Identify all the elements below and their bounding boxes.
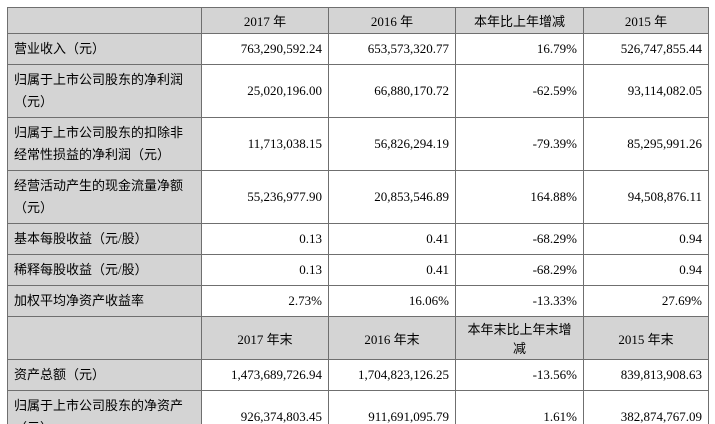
table-row-diluted-eps: 稀释每股收益（元/股） 0.13 0.41 -68.29% 0.94 — [7, 254, 709, 286]
cell-yearend-change: -13.56% — [455, 359, 584, 391]
key-financials-table: 2017 年 2016 年 本年比上年增减 2015 年 营业收入（元） 763… — [7, 7, 709, 424]
row-label: 加权平均净资产收益率 — [7, 285, 202, 317]
cell-2015: 27.69% — [583, 285, 709, 317]
table-row-net-assets: 归属于上市公司股东的净资产（元） 926,374,803.45 911,691,… — [7, 390, 709, 424]
cell-2017: 11,713,038.15 — [201, 117, 329, 171]
table-row-weighted-avg-roe: 加权平均净资产收益率 2.73% 16.06% -13.33% 27.69% — [7, 285, 709, 317]
cell-yoy-change: -79.39% — [455, 117, 584, 171]
header-cell-blank — [7, 316, 202, 360]
cell-2015: 93,114,082.05 — [583, 64, 709, 118]
table-row-operating-cash-flow: 经营活动产生的现金流量净额（元） 55,236,977.90 20,853,54… — [7, 170, 709, 224]
cell-2017: 0.13 — [201, 223, 329, 255]
header-cell-blank — [7, 7, 202, 34]
cell-2015: 526,747,855.44 — [583, 33, 709, 65]
header-cell-yoy-change: 本年比上年增减 — [455, 7, 584, 34]
cell-2017: 0.13 — [201, 254, 329, 286]
cell-2015-end: 382,874,767.09 — [583, 390, 709, 424]
cell-2017: 25,020,196.00 — [201, 64, 329, 118]
row-label: 经营活动产生的现金流量净额（元） — [7, 170, 202, 224]
cell-2017: 2.73% — [201, 285, 329, 317]
header-cell-2015: 2015 年 — [583, 7, 709, 34]
cell-2016: 20,853,546.89 — [328, 170, 456, 224]
table-header-yearend: 2017 年末 2016 年末 本年末比上年末增减 2015 年末 — [7, 316, 709, 360]
cell-yoy-change: -13.33% — [455, 285, 584, 317]
header-cell-yearend-change: 本年末比上年末增减 — [455, 316, 584, 360]
row-label: 归属于上市公司股东的净利润（元） — [7, 64, 202, 118]
cell-2016-end: 911,691,095.79 — [328, 390, 456, 424]
cell-yoy-change: 164.88% — [455, 170, 584, 224]
cell-2015: 0.94 — [583, 223, 709, 255]
cell-2017: 763,290,592.24 — [201, 33, 329, 65]
header-cell-2017: 2017 年 — [201, 7, 329, 34]
table-header-current: 2017 年 2016 年 本年比上年增减 2015 年 — [7, 7, 709, 34]
table-row-revenue: 营业收入（元） 763,290,592.24 653,573,320.77 16… — [7, 33, 709, 65]
cell-2016-end: 1,704,823,126.25 — [328, 359, 456, 391]
cell-2016: 0.41 — [328, 223, 456, 255]
header-cell-2016: 2016 年 — [328, 7, 456, 34]
cell-yoy-change: -68.29% — [455, 254, 584, 286]
cell-yearend-change: 1.61% — [455, 390, 584, 424]
cell-2016: 16.06% — [328, 285, 456, 317]
row-label: 稀释每股收益（元/股） — [7, 254, 202, 286]
cell-2015: 85,295,991.26 — [583, 117, 709, 171]
cell-2017-end: 926,374,803.45 — [201, 390, 329, 424]
cell-yoy-change: -62.59% — [455, 64, 584, 118]
cell-yoy-change: -68.29% — [455, 223, 584, 255]
cell-2016: 653,573,320.77 — [328, 33, 456, 65]
cell-2015: 94,508,876.11 — [583, 170, 709, 224]
table-row-basic-eps: 基本每股收益（元/股） 0.13 0.41 -68.29% 0.94 — [7, 223, 709, 255]
header-cell-2016-end: 2016 年末 — [328, 316, 456, 360]
cell-2015: 0.94 — [583, 254, 709, 286]
cell-yoy-change: 16.79% — [455, 33, 584, 65]
cell-2017-end: 1,473,689,726.94 — [201, 359, 329, 391]
row-label: 基本每股收益（元/股） — [7, 223, 202, 255]
table-row-total-assets: 资产总额（元） 1,473,689,726.94 1,704,823,126.2… — [7, 359, 709, 391]
cell-2016: 66,880,170.72 — [328, 64, 456, 118]
cell-2017: 55,236,977.90 — [201, 170, 329, 224]
table-row-net-profit-excl-nonrecurring: 归属于上市公司股东的扣除非经常性损益的净利润（元） 11,713,038.15 … — [7, 117, 709, 171]
table-row-net-profit: 归属于上市公司股东的净利润（元） 25,020,196.00 66,880,17… — [7, 64, 709, 118]
header-cell-2015-end: 2015 年末 — [583, 316, 709, 360]
cell-2016: 56,826,294.19 — [328, 117, 456, 171]
row-label: 营业收入（元） — [7, 33, 202, 65]
header-cell-2017-end: 2017 年末 — [201, 316, 329, 360]
row-label: 归属于上市公司股东的扣除非经常性损益的净利润（元） — [7, 117, 202, 171]
row-label: 归属于上市公司股东的净资产（元） — [7, 390, 202, 424]
cell-2015-end: 839,813,908.63 — [583, 359, 709, 391]
row-label: 资产总额（元） — [7, 359, 202, 391]
cell-2016: 0.41 — [328, 254, 456, 286]
